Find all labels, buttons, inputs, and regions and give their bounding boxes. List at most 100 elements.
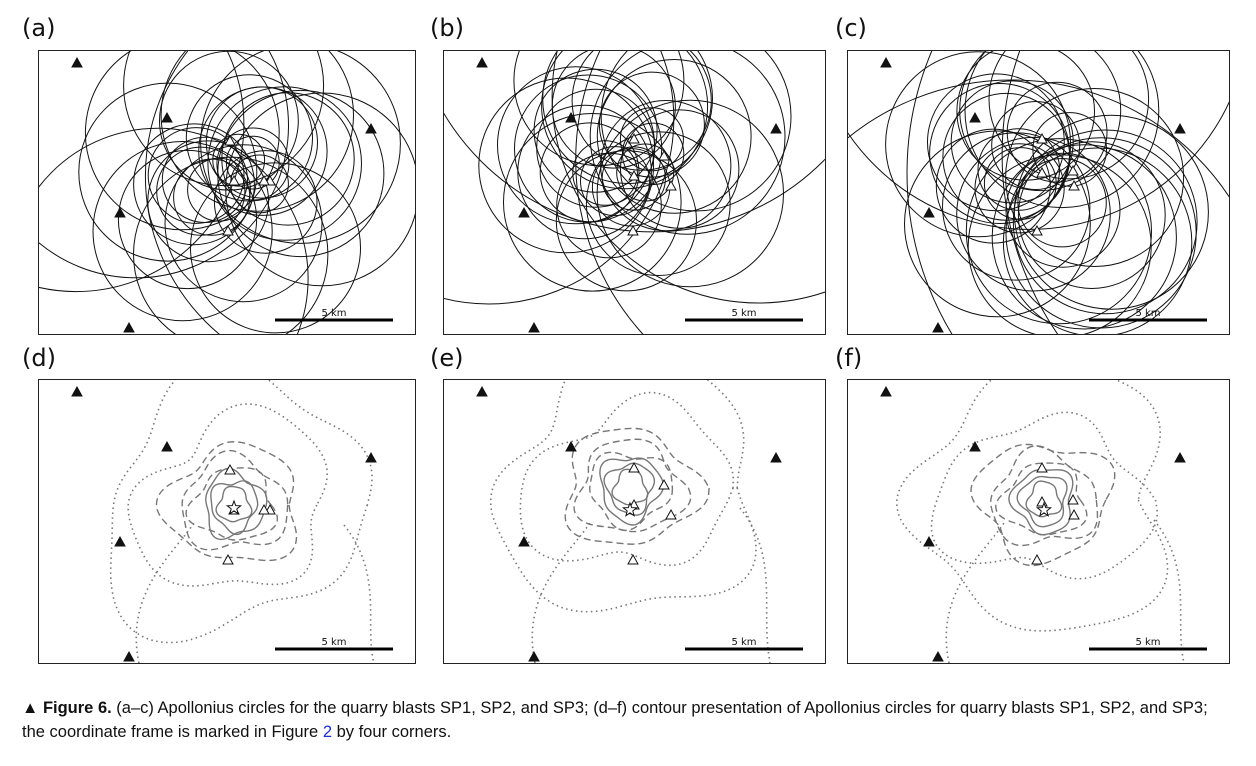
apollonius-circle <box>190 162 361 334</box>
apollonius-circle <box>78 82 258 262</box>
plot-canvas: 5 km <box>71 380 393 663</box>
station-filled-triangle-icon <box>518 535 530 547</box>
caption-text: (a–c) Apollonius circles for the quarry … <box>22 699 1208 741</box>
station-open-triangle-icon <box>658 149 670 161</box>
apollonius-circle <box>92 141 273 322</box>
apollonius-circle <box>551 51 676 169</box>
apollonius-circle <box>84 51 280 231</box>
apollonius-circles <box>39 51 415 334</box>
station-open-triangle-icon <box>1031 553 1043 565</box>
apollonius-circle <box>133 156 329 334</box>
station-filled-triangle-icon <box>476 56 488 68</box>
station-filled-triangle-icon <box>932 650 944 662</box>
station-filled-triangle-icon <box>923 206 935 218</box>
contour-line <box>181 449 289 551</box>
station-open-triangle-icon <box>1036 495 1048 507</box>
station-filled-triangle-icon <box>969 111 981 123</box>
station-filled-triangle-icon <box>476 385 488 397</box>
panel-label-e: (e) <box>430 344 464 372</box>
station-filled-triangle-icon <box>565 111 577 123</box>
blast-location-star-icon <box>1035 501 1053 517</box>
scale-bar-label: 5 km <box>1135 637 1160 648</box>
station-filled-triangle-icon <box>114 206 126 218</box>
apollonius-circle <box>572 140 638 206</box>
scale-bar-label: 5 km <box>321 308 346 319</box>
station-open-triangle-icon <box>222 553 234 565</box>
apollonius-circle <box>991 144 1177 330</box>
apollonius-circle <box>213 150 318 254</box>
panel-a-plot: 5 km <box>38 50 416 335</box>
contour-line <box>995 462 1088 536</box>
station-open-triangle-icon <box>228 174 240 186</box>
apollonius-circle <box>39 51 245 293</box>
station-filled-triangle-icon <box>923 535 935 547</box>
scale-bar-label: 5 km <box>1135 308 1160 319</box>
apollonius-circle <box>133 123 255 246</box>
blast-location-star-icon <box>621 501 639 517</box>
contour-line <box>589 451 674 532</box>
apollonius-circle <box>517 104 652 240</box>
station-open-triangle-icon <box>258 174 270 186</box>
apollonius-circle <box>571 51 712 171</box>
apollonius-circle <box>974 143 1065 234</box>
apollonius-circle <box>212 133 266 187</box>
apollonius-circle <box>977 128 1061 211</box>
apollonius-circle <box>503 113 682 292</box>
panel-c-plot: 5 km <box>847 50 1230 335</box>
contour-line <box>990 445 1099 547</box>
apollonius-circle <box>198 86 328 216</box>
contour-line <box>945 522 1005 663</box>
contour-line <box>343 524 375 663</box>
caption-tail: by four corners. <box>332 723 452 741</box>
station-open-triangle-icon <box>628 132 640 144</box>
density-contours <box>489 380 771 663</box>
apollonius-circle <box>164 144 323 303</box>
apollonius-circle <box>144 51 220 334</box>
station-open-triangle-icon <box>1036 461 1048 473</box>
apollonius-circle <box>216 127 290 201</box>
apollonius-circle <box>542 51 713 184</box>
contour-line <box>739 507 771 663</box>
station-filled-triangle-icon <box>365 122 377 134</box>
contour-line <box>603 462 656 516</box>
contour-line <box>531 522 591 663</box>
station-filled-triangle-icon <box>161 440 173 452</box>
panel-b-plot: 5 km <box>443 50 826 335</box>
plot-canvas: 5 km <box>39 51 415 334</box>
apollonius-circle <box>514 74 663 223</box>
station-filled-triangle-icon <box>123 650 135 662</box>
panel-f-plot: 5 km <box>847 379 1230 664</box>
apollonius-circle <box>848 79 1229 198</box>
station-filled-triangle-icon <box>932 321 944 333</box>
contour-line <box>930 411 1159 580</box>
panel-label-f: (f) <box>835 344 863 372</box>
contour-line <box>564 427 710 545</box>
apollonius-circle <box>620 109 740 229</box>
station-open-triangle-icon <box>1068 179 1080 191</box>
station-filled-triangle-icon <box>528 650 540 662</box>
contour-line <box>205 467 268 541</box>
station-open-triangle-icon <box>258 503 270 515</box>
station-open-triangle-icon <box>1067 493 1079 505</box>
station-filled-triangle-icon <box>161 111 173 123</box>
apollonius-circle <box>39 127 309 334</box>
contour-line <box>519 391 735 567</box>
station-open-triangle-icon <box>224 463 236 475</box>
apollonius-circle <box>541 51 709 190</box>
apollonius-circle <box>598 71 705 178</box>
apollonius-circle <box>621 122 685 186</box>
station-filled-triangle-icon <box>565 440 577 452</box>
apollonius-circle <box>619 107 684 172</box>
apollonius-circle <box>147 140 270 263</box>
contour-line <box>1016 475 1068 528</box>
apollonius-circle <box>991 101 1081 190</box>
contour-line <box>1025 480 1063 518</box>
plot-canvas: 5 km <box>444 51 825 334</box>
apollonius-circle <box>1006 81 1108 183</box>
station-open-triangle-icon <box>627 553 639 565</box>
figure-reference-link[interactable]: 2 <box>322 723 332 741</box>
station-filled-triangle-icon <box>114 535 126 547</box>
figure-number: Figure 6. <box>42 699 112 717</box>
figure-caption: ▲ Figure 6. (a–c) Apollonius circles for… <box>22 696 1232 744</box>
plot-canvas: 5 km <box>848 51 1229 334</box>
